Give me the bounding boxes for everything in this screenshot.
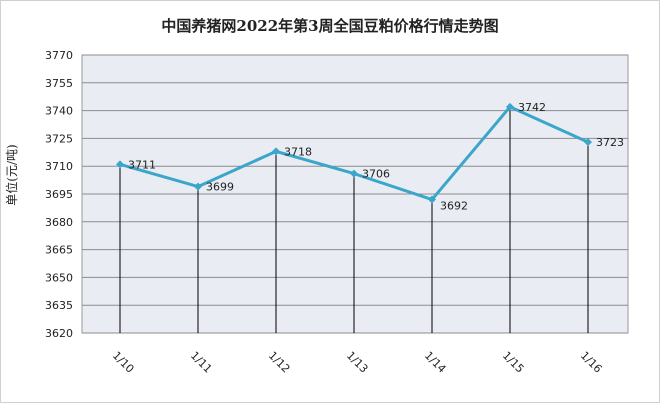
y-tick-label: 3755: [45, 77, 73, 90]
y-tick-label: 3710: [45, 160, 73, 173]
y-tick-label: 3725: [45, 132, 73, 145]
x-tick-label: 1/14: [422, 349, 449, 376]
data-point-marker: [428, 195, 436, 204]
x-tick-label: 1/16: [578, 349, 605, 376]
x-tick-label: 1/15: [500, 349, 527, 376]
data-label: 3742: [518, 101, 546, 114]
data-label: 3699: [206, 181, 234, 194]
data-point-marker: [116, 160, 124, 169]
data-point-marker: [272, 147, 280, 156]
y-tick-label: 3635: [45, 299, 73, 312]
chart-title: 中国养猪网2022年第3周全国豆粕价格行情走势图: [161, 17, 498, 35]
drop-lines: [119, 106, 589, 333]
data-label: 3706: [362, 168, 390, 181]
data-markers: [116, 102, 592, 204]
data-label: 3723: [596, 136, 624, 149]
x-tick-label: 1/13: [344, 349, 371, 376]
y-tick-label: 3620: [45, 327, 73, 340]
y-tick-label: 3695: [45, 188, 73, 201]
y-tick-label: 3770: [45, 49, 73, 62]
y-tick-label: 3665: [45, 244, 73, 257]
x-axis-ticks: 1/10 1/11 1/12 1/13 1/14 1/15 1/16: [110, 349, 605, 376]
data-point-marker: [350, 169, 358, 178]
data-point-marker: [584, 138, 592, 147]
y-axis-label: 单位(元/吨): [4, 144, 19, 205]
y-tick-label: 3680: [45, 216, 73, 229]
y-tick-label: 3650: [45, 271, 73, 284]
gridlines: [82, 54, 628, 334]
y-axis-ticks: 3620 3635 3650 3665 3680 3695 3710 3725 3740 3755…: [45, 49, 73, 340]
data-label: 3718: [284, 145, 312, 158]
data-label: 3711: [128, 158, 156, 171]
data-point-marker: [194, 182, 202, 191]
x-tick-label: 1/12: [266, 349, 293, 376]
x-tick-label: 1/10: [110, 349, 137, 376]
y-tick-label: 3740: [45, 105, 73, 118]
data-point-marker: [506, 102, 514, 111]
data-label: 3692: [440, 200, 468, 213]
data-labels: 3711 3699 3718 3706 3692 3742 3723: [128, 101, 624, 213]
x-tick-label: 1/11: [188, 349, 215, 376]
